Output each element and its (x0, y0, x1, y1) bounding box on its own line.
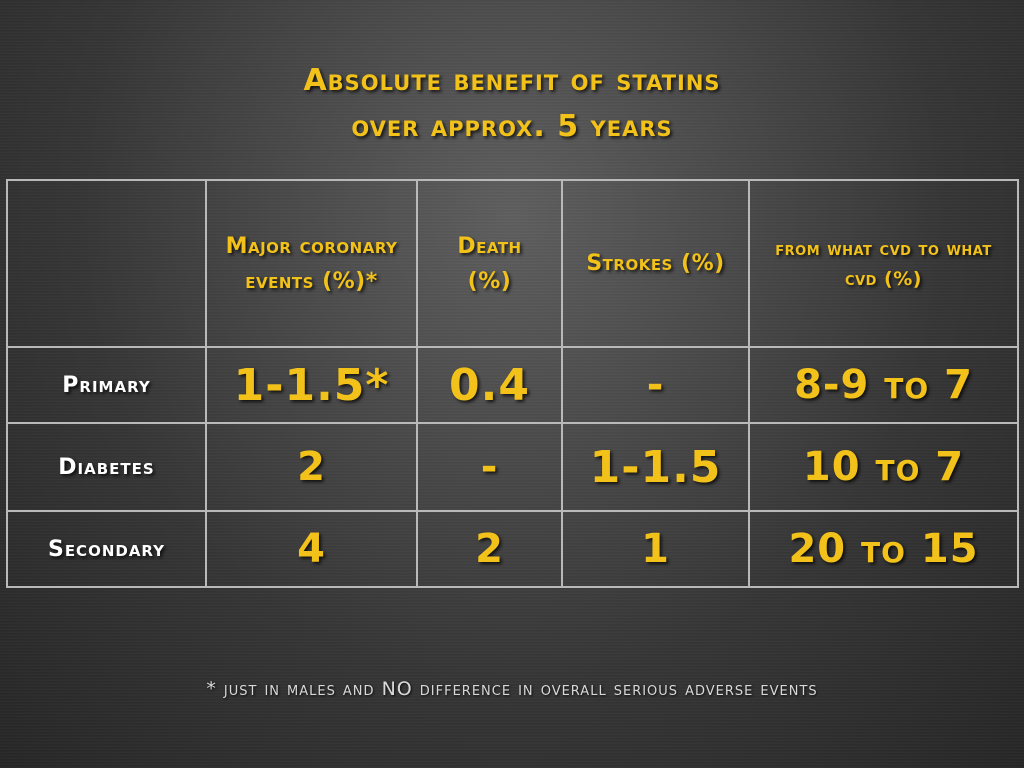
header-death: Death (%) (416, 179, 563, 348)
header-strokes: Strokes (%) (561, 179, 750, 348)
cell-primary-cvd: 8-9 to 7 (748, 346, 1019, 424)
cell-diabetes-cvd: 10 to 7 (748, 422, 1019, 512)
cell-secondary-coronary: 4 (205, 510, 418, 588)
title-line-1: Absolute benefit of statins (303, 63, 721, 98)
header-row: Major coronary events (%)* Death (%) Str… (6, 179, 1019, 348)
slide-title: Absolute benefit of statins over approx.… (0, 58, 1024, 150)
cell-diabetes-coronary: 2 (205, 422, 418, 512)
header-corner (6, 179, 207, 348)
cell-primary-strokes: - (561, 346, 750, 424)
row-label-primary: Primary (6, 346, 207, 424)
footnote: * just in males and NO difference in ove… (206, 678, 818, 700)
table-row: Primary 1-1.5* 0.4 - 8-9 to 7 (6, 346, 1019, 424)
cell-primary-coronary: 1-1.5* (205, 346, 418, 424)
header-major-coronary-events: Major coronary events (%)* (205, 179, 418, 348)
header-cvd-change: from what cvd to what cvd (%) (748, 179, 1019, 348)
statins-benefit-table: Major coronary events (%)* Death (%) Str… (6, 179, 1019, 588)
row-label-diabetes: Diabetes (6, 422, 207, 512)
title-line-2: over approx. 5 years (351, 109, 673, 144)
cell-secondary-cvd: 20 to 15 (748, 510, 1019, 588)
table-row: Diabetes 2 - 1-1.5 10 to 7 (6, 422, 1019, 512)
row-label-secondary: Secondary (6, 510, 207, 588)
table-row: Secondary 4 2 1 20 to 15 (6, 510, 1019, 588)
cell-secondary-strokes: 1 (561, 510, 750, 588)
cell-diabetes-strokes: 1-1.5 (561, 422, 750, 512)
cell-primary-death: 0.4 (416, 346, 563, 424)
cell-diabetes-death: - (416, 422, 563, 512)
cell-secondary-death: 2 (416, 510, 563, 588)
